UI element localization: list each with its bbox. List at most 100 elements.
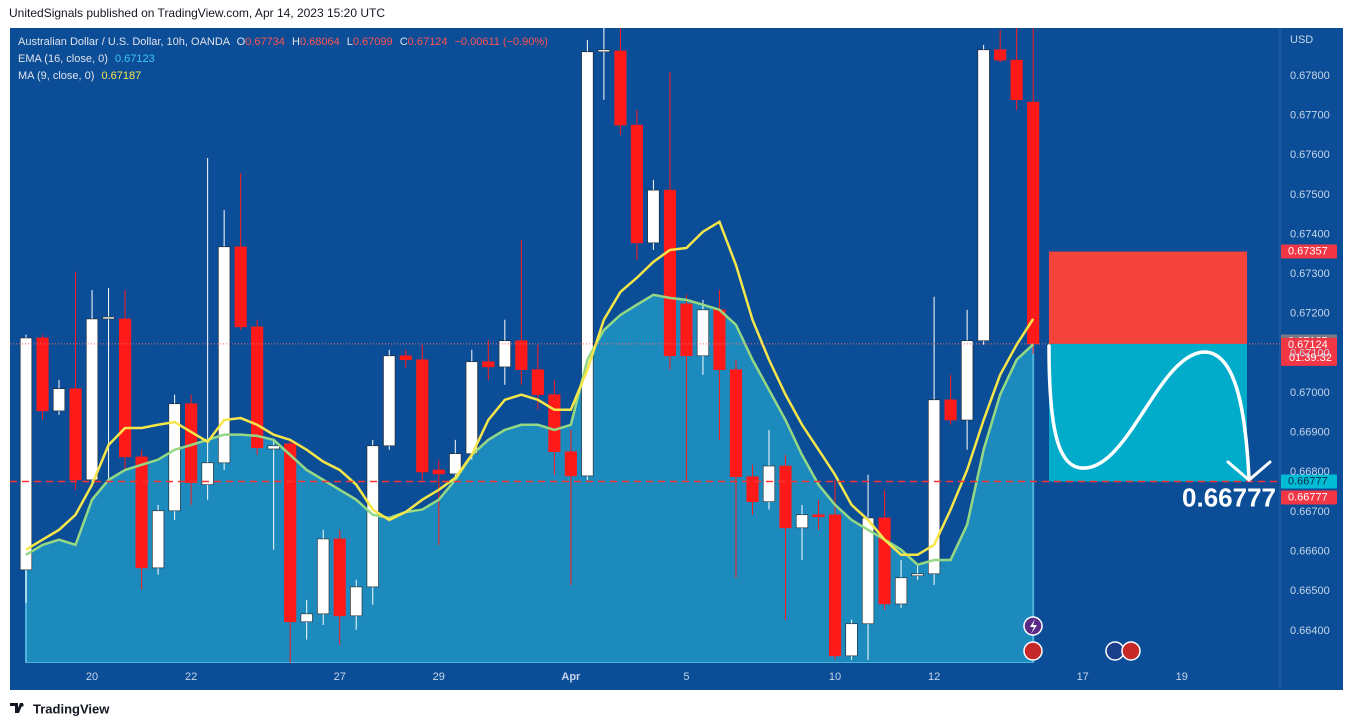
candle-body xyxy=(119,318,132,458)
candle-body xyxy=(201,462,214,485)
legend-series-name: MA (9, close, 0) xyxy=(18,70,94,82)
candle-body xyxy=(432,469,445,475)
candle-body xyxy=(69,388,82,481)
price-tag xyxy=(1281,337,1337,366)
candle-body xyxy=(779,465,792,529)
candle-body xyxy=(548,394,561,453)
legend-series-value: 0.67187 xyxy=(101,70,141,82)
candle-body xyxy=(961,340,974,421)
legend-title: Australian Dollar / U.S. Dollar, 10h, OA… xyxy=(18,36,231,48)
candle-body xyxy=(680,303,693,357)
legend-ema: EMA (16, close, 0) 0.67123 xyxy=(18,53,155,65)
ma-line xyxy=(25,219,1035,557)
price-tag-label: 0.67124 xyxy=(1288,339,1328,351)
x-tick-label: 10 xyxy=(829,671,841,683)
candle-body xyxy=(581,51,594,477)
candle-body xyxy=(696,309,710,357)
currency: USD xyxy=(1290,34,1313,46)
candle-body xyxy=(977,49,990,342)
x-tick-label: 17 xyxy=(1077,671,1089,683)
lightning xyxy=(1030,619,1037,634)
y-tick-label: 0.66700 xyxy=(1290,506,1330,518)
candle-body xyxy=(746,476,759,502)
candle-body xyxy=(630,124,643,244)
candle-body xyxy=(795,514,809,529)
y-tick-label: 0.67200 xyxy=(1290,308,1330,320)
candle-body xyxy=(267,445,280,450)
candle-body xyxy=(85,318,99,481)
price-tag xyxy=(1281,474,1337,489)
candle-body xyxy=(515,340,528,370)
legend-value: 0.67734 xyxy=(245,36,285,48)
candle-body xyxy=(152,510,165,569)
x-tick-label: 22 xyxy=(185,671,197,683)
candle-body xyxy=(498,340,511,368)
price-tag-label: 0.66777 xyxy=(1288,475,1328,487)
candle-body xyxy=(350,586,363,617)
candle-body xyxy=(465,361,478,455)
candle-body xyxy=(845,623,858,657)
candle-body xyxy=(531,369,544,395)
legend-field: L xyxy=(347,36,353,48)
y-tick-label: 0.67600 xyxy=(1290,149,1330,161)
x-tick-label: 27 xyxy=(334,671,346,683)
legend-value: 0.67124 xyxy=(408,36,448,48)
countdown: 01:39:32 xyxy=(1289,352,1332,364)
legend-field: H xyxy=(292,36,300,48)
y-tick-label: 0.67100 xyxy=(1290,347,1330,359)
x-tick-label: 12 xyxy=(928,671,940,683)
stop-zone xyxy=(1049,251,1247,344)
y-tick-label: 0.67400 xyxy=(1290,228,1330,240)
y-tick-label: 0.66800 xyxy=(1290,466,1330,478)
candle-body xyxy=(482,361,495,368)
y-tick-label: 0.67700 xyxy=(1290,110,1330,122)
candle-body xyxy=(333,538,346,617)
candle-body xyxy=(218,246,231,464)
candle-body xyxy=(861,517,875,625)
candle-body xyxy=(383,355,396,447)
candle-body xyxy=(944,399,957,421)
price-tag xyxy=(1281,244,1337,259)
candle-body xyxy=(762,465,776,502)
y-tick-label: 0.66400 xyxy=(1290,625,1330,637)
y-tick-label: 0.67800 xyxy=(1290,70,1330,82)
candle-body xyxy=(284,443,297,623)
y-tick-label: 0.67000 xyxy=(1290,387,1330,399)
y-tick-label: 0.67300 xyxy=(1290,268,1330,280)
published-note: UnitedSignals published on TradingView.c… xyxy=(9,6,385,20)
candle-body xyxy=(928,399,941,575)
candle-body xyxy=(36,337,49,412)
legend-change: −0.00611 (−0.90%) xyxy=(455,36,548,48)
candle-body xyxy=(399,355,412,361)
event-flag-us[interactable] xyxy=(1121,641,1141,661)
candle-body xyxy=(19,337,33,571)
candle-body xyxy=(135,456,148,569)
brand-logo xyxy=(10,703,24,713)
price-tag-label: 0.66777 xyxy=(1288,491,1328,503)
y-tick-label: 0.67500 xyxy=(1290,189,1330,201)
candle-body xyxy=(911,573,924,577)
candle-body xyxy=(663,189,677,357)
legend-series-value: 0.67123 xyxy=(115,53,155,65)
candle-body xyxy=(713,309,726,370)
legend-value: 0.68064 xyxy=(300,36,340,48)
legend-field: O xyxy=(237,36,246,48)
candle-body xyxy=(647,189,660,244)
candle-body xyxy=(300,613,313,623)
legend-ma: MA (9, close, 0) 0.67187 xyxy=(18,70,141,82)
event-flag-us[interactable] xyxy=(1023,641,1043,661)
candle-body xyxy=(1027,101,1040,345)
target-zone xyxy=(1049,343,1247,482)
candle-body xyxy=(449,453,462,475)
y-tick-label: 0.66900 xyxy=(1290,427,1330,439)
candle-body xyxy=(828,514,842,657)
candle-body xyxy=(102,316,115,320)
ma-line xyxy=(25,293,1035,567)
candle-body xyxy=(52,388,66,412)
x-tick-label: 29 xyxy=(433,671,445,683)
candle-body xyxy=(317,538,330,615)
candle-body xyxy=(416,359,429,473)
candle-body xyxy=(729,369,743,478)
